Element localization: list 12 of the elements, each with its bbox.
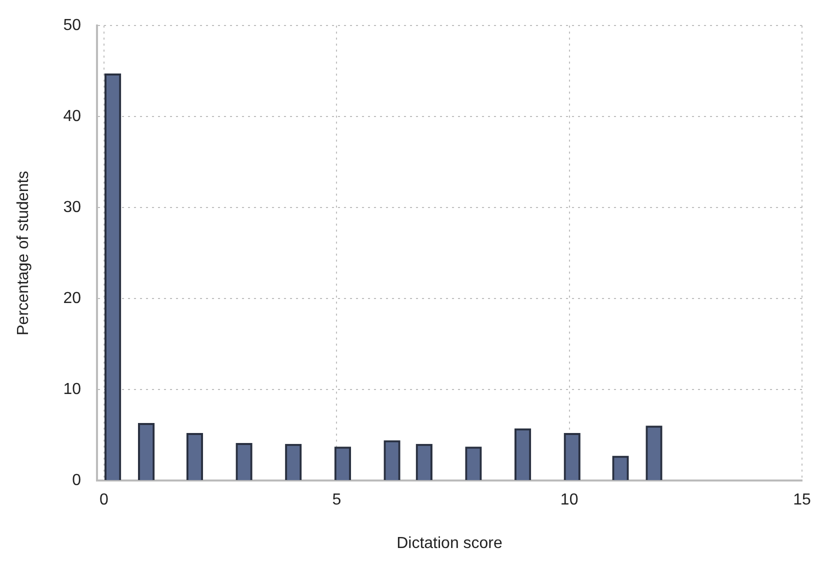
- x-tick-label: 10: [560, 492, 578, 509]
- y-tick-label: 40: [63, 108, 82, 126]
- x-tick-label: 0: [100, 492, 109, 509]
- y-tick-label: 50: [63, 17, 82, 34]
- x-tick-label: 5: [332, 492, 342, 509]
- y-axis-title: Percentage of students: [15, 170, 32, 336]
- y-tick-label: 20: [63, 290, 82, 308]
- x-axis-title: Dictation score: [396, 534, 503, 552]
- y-tick-label: 30: [63, 199, 82, 216]
- y-tick-label: 10: [63, 381, 82, 398]
- y-tick-label: 0: [72, 472, 82, 490]
- x-tick-label: 15: [793, 492, 811, 509]
